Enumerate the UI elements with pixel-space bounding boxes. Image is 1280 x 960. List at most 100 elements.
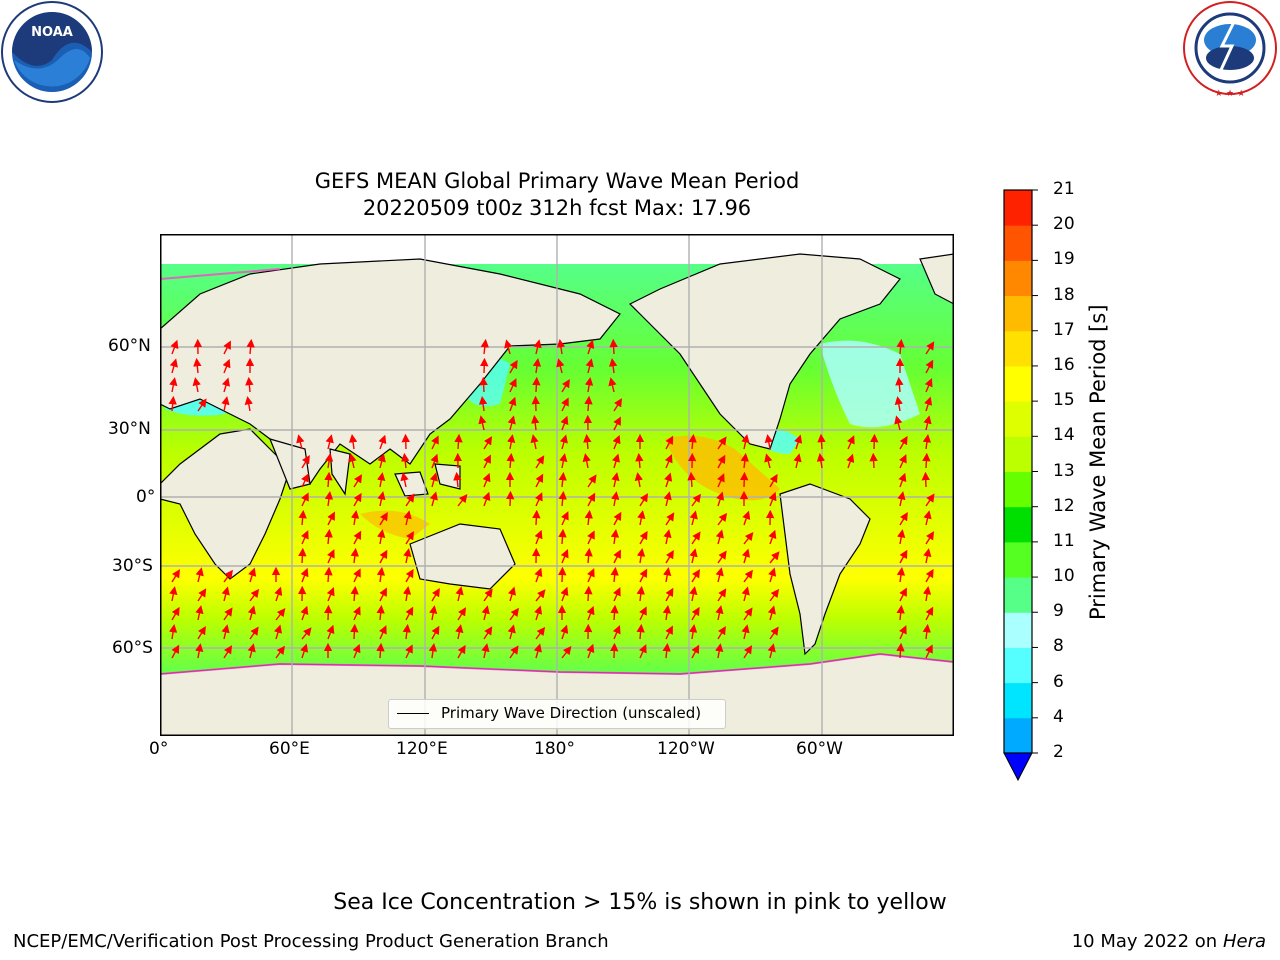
colorbar-bin [1004, 225, 1032, 261]
wave-direction-arrow [244, 396, 253, 412]
wave-direction-arrow [195, 567, 204, 583]
lon-tick: 120°W [657, 739, 715, 759]
wave-direction-arrow [324, 471, 333, 488]
wave-direction-arrow [635, 452, 644, 469]
wave-direction-arrow [301, 473, 309, 488]
wave-direction-arrow [300, 567, 309, 583]
colorbar-tick-label: 8 [1053, 636, 1064, 657]
wave-direction-arrow [352, 606, 361, 621]
wave-direction-arrow [430, 453, 439, 469]
wave-direction-arrow [507, 434, 516, 450]
lat-tick: 30°N [108, 419, 151, 439]
wave-direction-arrow [171, 569, 181, 583]
wave-direction-arrow [691, 493, 701, 507]
wave-direction-arrow [925, 531, 935, 545]
wave-direction-arrow [764, 453, 773, 469]
colorbar-bin [1004, 190, 1032, 226]
wave-direction-arrow [583, 433, 592, 450]
wave-direction-arrow [922, 585, 932, 602]
wave-direction-arrow [743, 607, 753, 621]
colorbar-tick-label: 19 [1053, 249, 1075, 270]
wave-direction-arrow [197, 626, 206, 640]
wave-direction-arrow [584, 376, 594, 393]
wave-direction-arrow [846, 435, 855, 450]
colorbar-tick-label: 2 [1053, 742, 1064, 762]
wave-direction-arrow [665, 435, 674, 450]
wave-direction-arrow [665, 587, 674, 602]
wave-direction-arrow [584, 547, 593, 564]
wave-direction-arrow [715, 529, 724, 545]
wave-direction-arrow [717, 626, 726, 640]
wave-direction-arrow [899, 625, 907, 640]
wave-direction-arrow [611, 472, 620, 488]
wave-direction-arrow [171, 606, 180, 621]
wave-direction-arrow [532, 357, 542, 374]
wave-direction-arrow [532, 509, 541, 526]
wave-direction-arrow [741, 586, 750, 602]
wave-direction-arrow [301, 492, 309, 507]
wave-direction-arrow [613, 511, 622, 526]
wave-direction-arrow [767, 605, 776, 621]
wave-direction-arrow [899, 454, 907, 469]
wave-direction-arrow [296, 434, 305, 450]
wave-direction-arrow [221, 377, 230, 393]
noaa-logo-text: NOAA [31, 25, 73, 40]
wave-direction-arrow [663, 567, 672, 583]
colorbar-tick-label: 6 [1053, 671, 1064, 692]
wave-direction-arrow [637, 510, 646, 526]
lat-tick: 0° [136, 487, 156, 507]
wave-direction-arrow [741, 434, 750, 450]
wave-direction-arrow [561, 645, 572, 659]
wave-direction-arrow [639, 606, 647, 621]
wave-direction-arrow [743, 645, 753, 659]
wave-direction-arrow [768, 491, 777, 507]
wave-direction-arrow [509, 645, 519, 659]
colorbar-bin [1004, 330, 1032, 367]
wave-direction-arrow [609, 338, 618, 355]
wave-direction-arrow [741, 548, 750, 564]
wave-direction-arrow [376, 566, 386, 583]
wave-direction-arrow [613, 549, 621, 564]
wave-direction-arrow [376, 642, 385, 659]
wave-direction-arrow [610, 528, 620, 545]
wave-direction-arrow [715, 567, 724, 583]
wave-direction-arrow [561, 379, 570, 393]
wave-direction-arrow [324, 452, 334, 469]
wave-direction-arrow [171, 644, 180, 659]
wave-direction-arrow [376, 604, 385, 621]
wave-direction-arrow [556, 338, 566, 355]
colorbar-tick-label: 20 [1053, 214, 1075, 235]
wave-direction-arrow [400, 472, 409, 488]
wave-direction-arrow [742, 510, 751, 526]
wave-direction-arrow [582, 453, 591, 469]
wave-direction-arrow [769, 626, 779, 640]
wave-direction-arrow [535, 589, 546, 602]
wave-direction-arrow [431, 625, 440, 640]
wave-direction-arrow [457, 493, 468, 507]
colorbar-bin [1004, 471, 1032, 508]
wave-direction-arrow [584, 585, 593, 602]
colorbar-tick-label: 18 [1053, 284, 1075, 305]
wave-direction-arrow [274, 586, 283, 602]
wave-direction-arrow [740, 452, 749, 469]
wave-direction-arrow [402, 585, 412, 602]
wave-direction-arrow [610, 566, 619, 583]
wave-direction-arrow [846, 453, 855, 469]
wave-direction-arrow [327, 549, 335, 564]
wave-direction-arrow [403, 510, 412, 526]
wave-direction-arrow [586, 339, 595, 355]
wave-direction-arrow [403, 548, 412, 564]
lat-tick: 60°S [112, 638, 153, 658]
wave-direction-arrow [899, 512, 908, 526]
wave-direction-arrow [816, 452, 826, 469]
wave-direction-arrow [533, 339, 542, 355]
wave-direction-arrow [612, 434, 621, 450]
wave-direction-arrow [898, 472, 907, 488]
wave-direction-arrow [401, 452, 410, 469]
svg-text:★ ★ ★: ★ ★ ★ [1215, 89, 1245, 99]
wave-direction-arrow [636, 623, 645, 640]
wave-direction-arrow [377, 472, 386, 488]
noaa-logo: NOAA [0, 0, 104, 104]
wave-direction-arrow [535, 455, 545, 469]
wave-direction-arrow [924, 378, 933, 393]
